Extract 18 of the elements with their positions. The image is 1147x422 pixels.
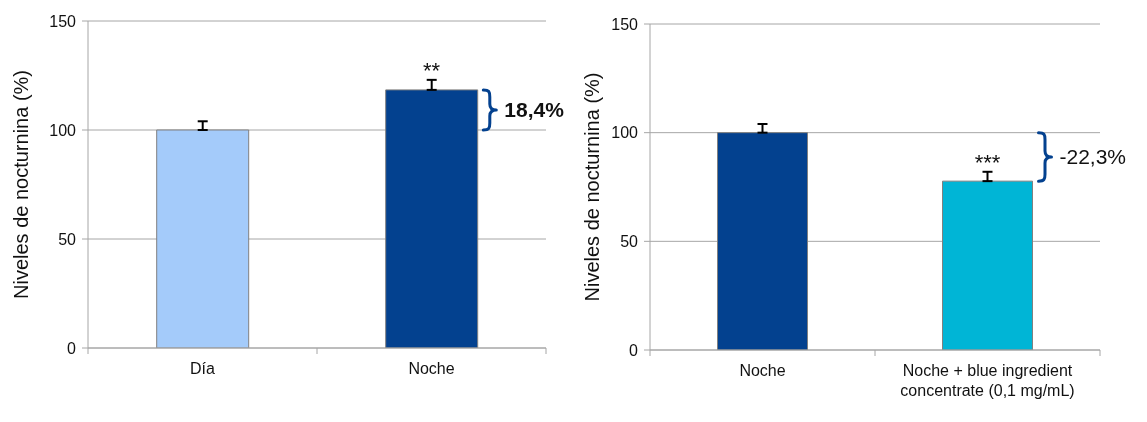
x-tick-label: Día <box>190 360 216 377</box>
annotation: *** <box>974 149 1001 175</box>
y-axis-title: Niveles de nocturnina (%) <box>581 72 603 302</box>
y-tick-label: 150 <box>49 12 77 30</box>
y-tick-label: 100 <box>611 124 639 142</box>
x-tick-label: Noche <box>408 360 455 377</box>
y-axis-title: Niveles de nocturnina (%) <box>10 70 32 299</box>
y-tick-label: 50 <box>620 233 639 251</box>
y-tick-label: 0 <box>67 339 77 357</box>
y-tick-label: 150 <box>611 15 639 33</box>
x-tick-label: Noche + blue ingredient concentrate (0,1 mg/mL) <box>900 362 1075 399</box>
annotation: ** <box>422 57 441 83</box>
annotation: -22,3% <box>1059 145 1127 169</box>
y-tick-label: 100 <box>49 121 77 139</box>
annotation: 18,4% <box>504 98 565 122</box>
y-tick-label: 50 <box>58 230 77 248</box>
x-tick-label: Noche <box>739 362 786 379</box>
y-tick-label: 0 <box>629 341 639 359</box>
